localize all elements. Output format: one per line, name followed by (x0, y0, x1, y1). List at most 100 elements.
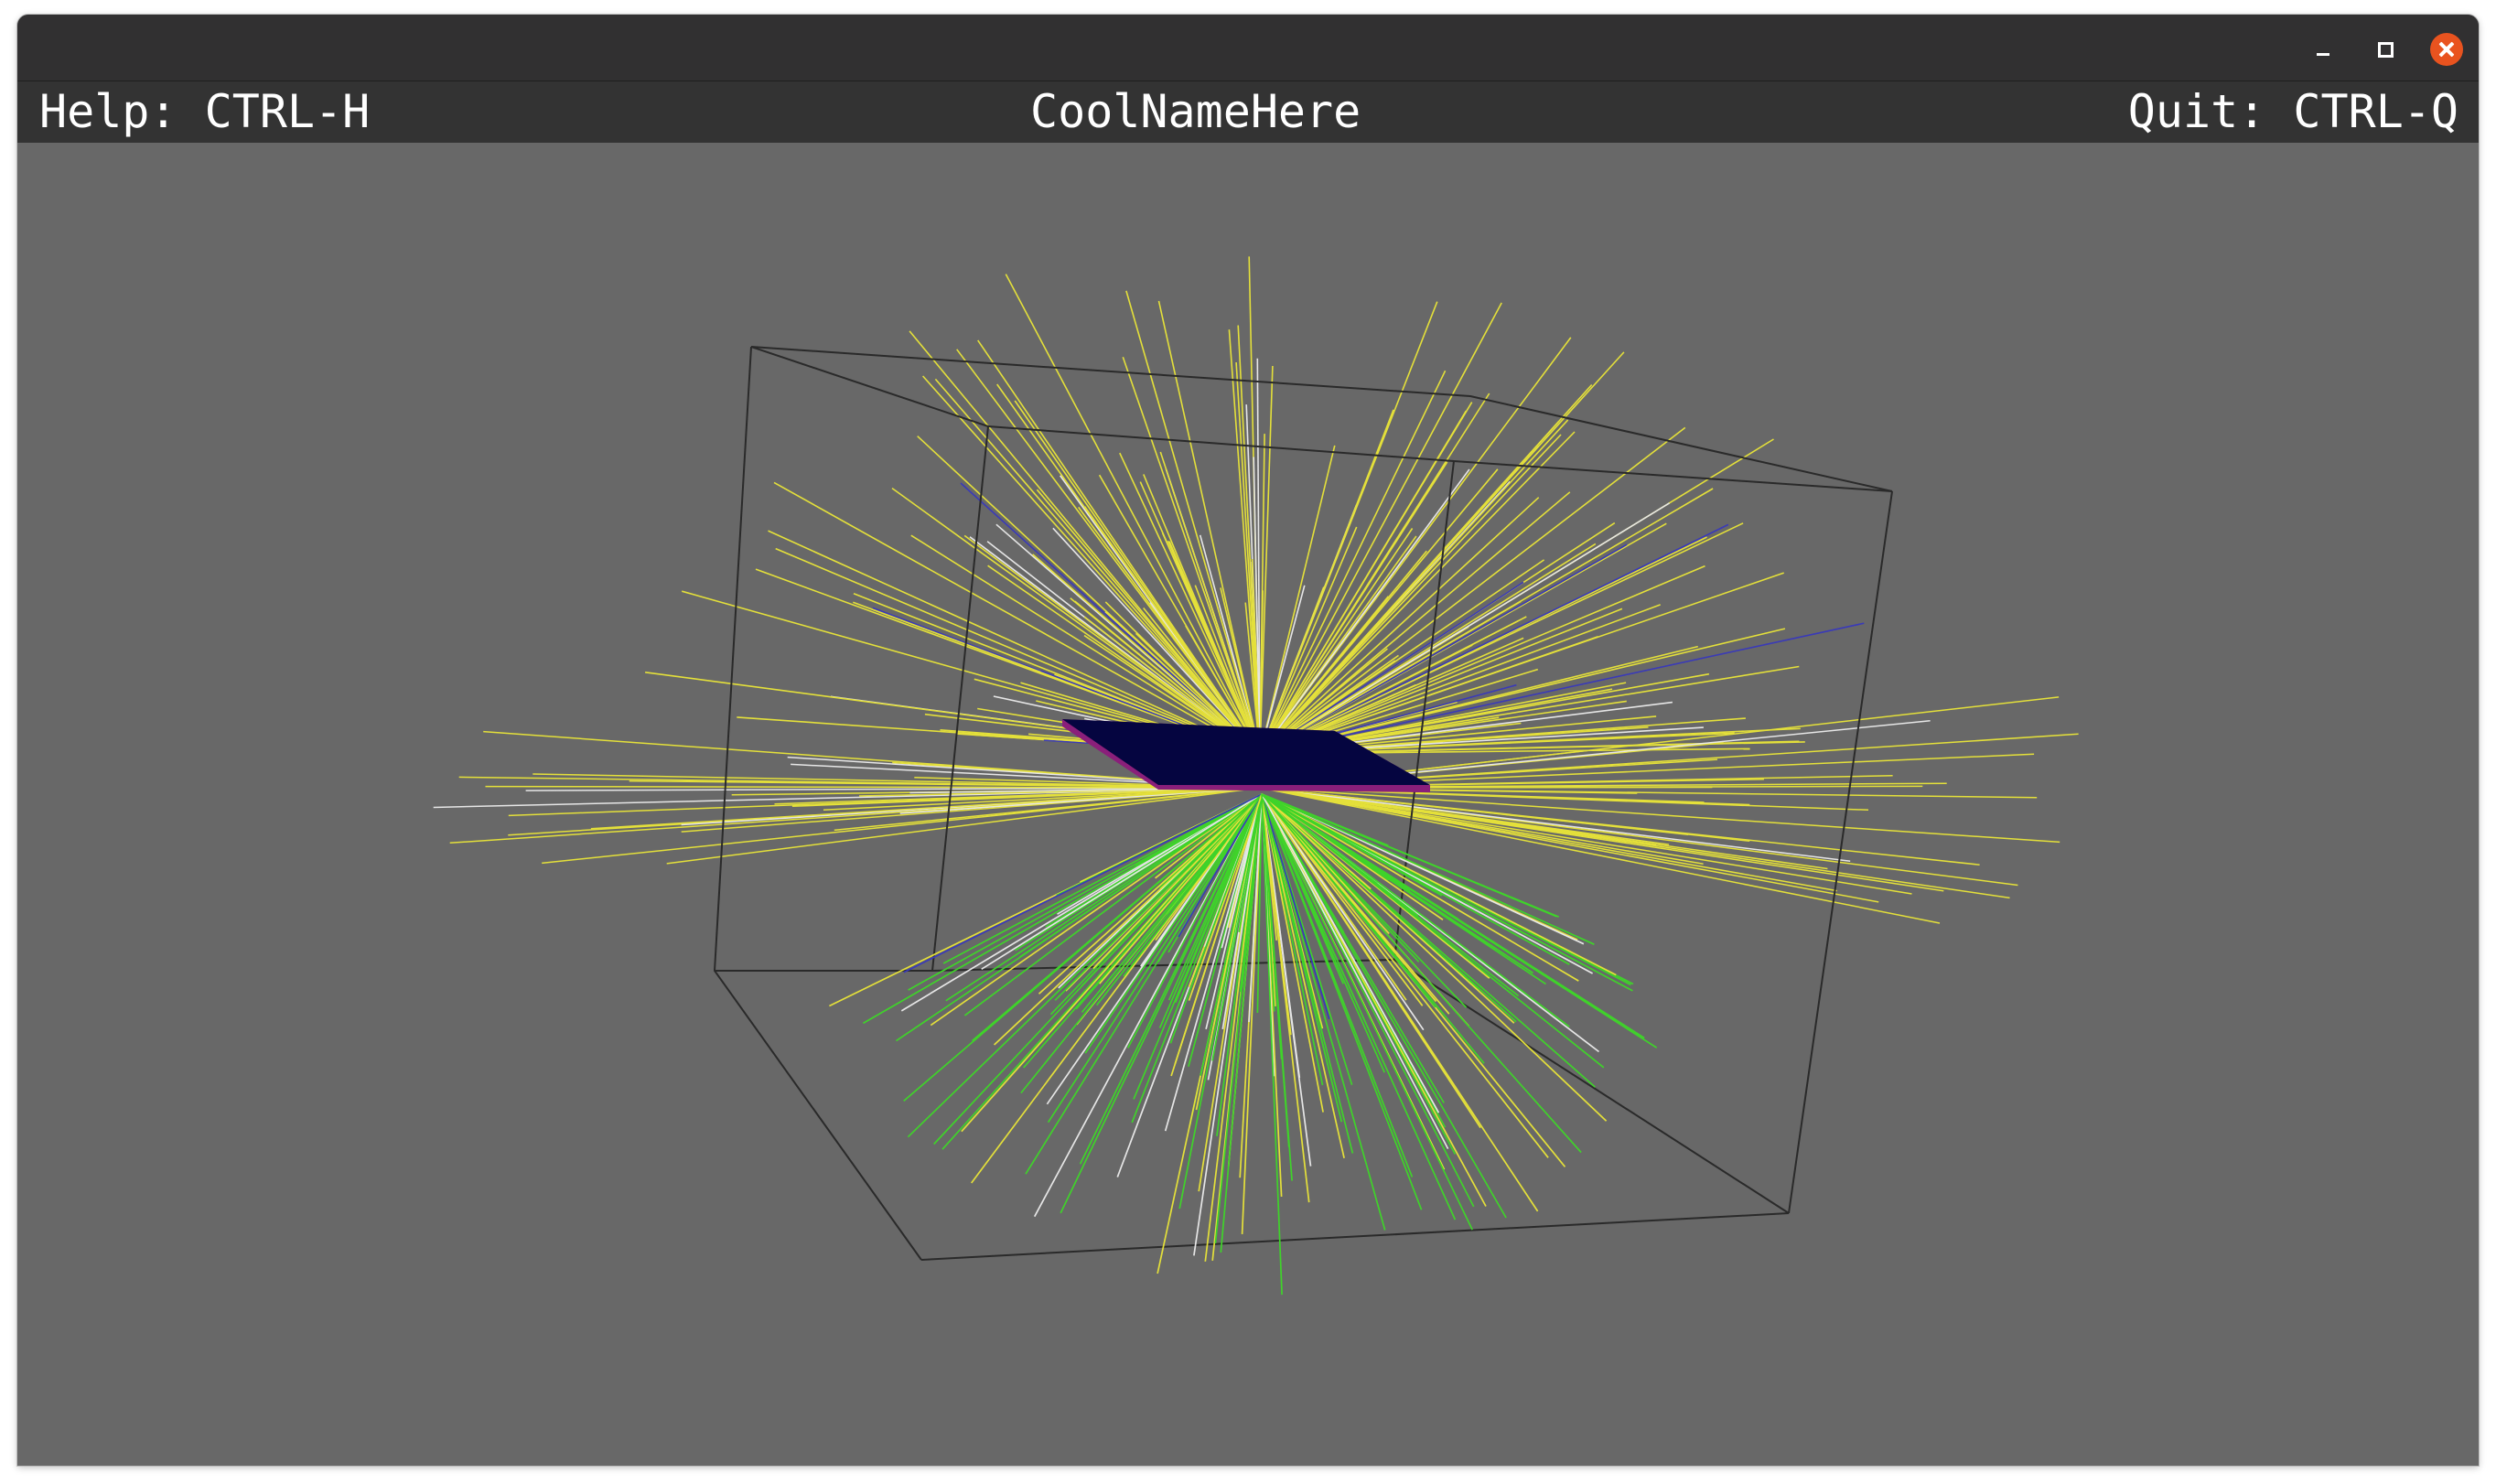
plate-top (1062, 719, 1430, 785)
particle-ray (1259, 787, 1851, 863)
particle-ray (1259, 522, 1744, 755)
particle-ray (1038, 793, 1263, 995)
particle-ray (1259, 410, 1467, 755)
particle-ray (1259, 445, 1336, 755)
particle-ray (960, 482, 1261, 755)
particle-ray (1261, 793, 1283, 1059)
particle-ray (1119, 452, 1261, 755)
minimize-button[interactable] (2307, 33, 2340, 66)
particle-ray (666, 787, 1261, 865)
particle-ray (1261, 793, 1579, 982)
particle-ray (1261, 793, 1570, 965)
particle-ray (961, 793, 1263, 1133)
particle-ray (1259, 543, 1628, 755)
particle-ray (1261, 793, 1283, 1296)
particle-ray (1259, 787, 1941, 924)
particle-ray (1259, 787, 1837, 892)
particle-ray (1259, 528, 1414, 755)
particle-ray (1261, 793, 1507, 1219)
particle-ray (1259, 426, 1686, 755)
particle-ray (1054, 793, 1263, 1001)
particle-ray (1131, 793, 1263, 1124)
particle-ray (1259, 608, 1623, 755)
particle-ray (1194, 585, 1261, 755)
particle-ray (1241, 793, 1263, 988)
app-title: CoolNameHere (1030, 85, 1361, 138)
particle-ray (994, 793, 1263, 1046)
particle-ray (1155, 793, 1263, 941)
particle-ray (922, 375, 1261, 755)
particle-ray (1259, 526, 1358, 755)
box-connector-tl (750, 346, 989, 427)
particle-ray (1261, 793, 1481, 1129)
particle-ray (1127, 793, 1263, 1048)
particle-ray (972, 793, 1263, 1042)
scene-canvas[interactable] (17, 143, 2479, 1466)
particle-ray (1261, 793, 1436, 1008)
particle-ray (963, 793, 1263, 1016)
particle-ray (823, 787, 1261, 812)
particle-ray (1084, 793, 1263, 1054)
particle-ray (1125, 290, 1261, 755)
particle-ray (1135, 793, 1263, 867)
particle-ray (590, 787, 1261, 830)
particle-ray (1261, 793, 1345, 1158)
particle-rays-front (829, 793, 1658, 1296)
close-icon (2438, 41, 2455, 58)
particle-ray (1259, 787, 1912, 895)
box-back-edge-bottom (931, 959, 1395, 972)
particle-ray (1248, 793, 1263, 1023)
particle-ray (1259, 665, 1800, 755)
particle-ray (1259, 409, 1394, 755)
particle-ray (1178, 793, 1263, 938)
particle-ray (1256, 358, 1261, 755)
particle-ray (1259, 431, 1576, 755)
particle-ray (1259, 565, 1705, 755)
particle-ray (1081, 793, 1263, 1013)
particle-ray (1259, 468, 1470, 755)
particle-ray (1200, 793, 1263, 1076)
particle-ray (1261, 793, 1595, 945)
particle-ray (910, 534, 1261, 755)
title-bar[interactable] (17, 15, 2479, 81)
particle-ray (1259, 365, 1274, 755)
3d-viewport[interactable] (17, 143, 2479, 1466)
particle-ray (1139, 481, 1261, 755)
box-front-edge-bottom (920, 1212, 1790, 1261)
particle-ray (1261, 793, 1570, 1027)
particle-ray (542, 787, 1261, 865)
particle-ray (1261, 793, 1372, 890)
particle-ray (1241, 793, 1263, 1234)
particle-ray (1261, 793, 1425, 1031)
particle-ray (1261, 793, 1557, 918)
particle-ray (981, 793, 1263, 971)
particle-ray (1261, 793, 1324, 1086)
particle-ray (775, 547, 1261, 755)
particle-ray (1259, 468, 1499, 755)
detector-plate (1062, 719, 1430, 792)
close-button[interactable] (2430, 33, 2463, 66)
particle-ray (917, 436, 1261, 755)
particle-ray (1259, 488, 1714, 755)
particle-ray (987, 565, 1261, 755)
particle-ray (909, 330, 1261, 755)
maximize-button[interactable] (2369, 33, 2402, 66)
particle-ray (1259, 497, 1540, 755)
quit-shortcut-label: Quit: CTRL-Q (2127, 85, 2458, 138)
particle-ray (1261, 793, 1582, 1154)
particle-ray (1261, 793, 1292, 1036)
particle-ray (1155, 793, 1263, 879)
box-front-edge-top (750, 346, 1893, 492)
particle-ray (1259, 628, 1786, 755)
particle-ray (934, 378, 1261, 755)
particle-ray (1122, 356, 1261, 755)
particle-ray (1261, 793, 1617, 976)
particle-ray (1204, 793, 1263, 1262)
particle-ray (1259, 302, 1502, 755)
particle-ray (903, 793, 1263, 973)
info-bar: Help: CTRL-H CoolNameHere Quit: CTRL-Q (17, 81, 2479, 143)
box-connector-tr (1453, 460, 1893, 492)
particle-ray (907, 793, 1263, 1138)
particle-ray (1099, 793, 1263, 984)
particle-ray (1174, 793, 1263, 1065)
